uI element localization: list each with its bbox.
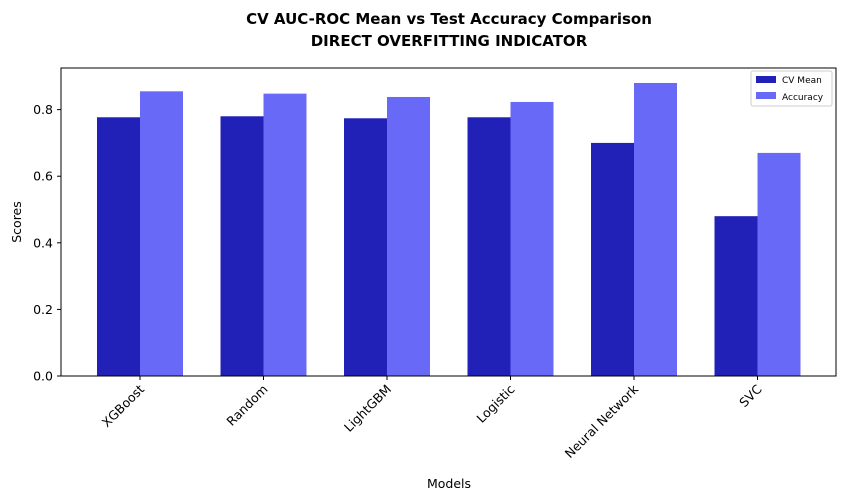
chart-subtitle: DIRECT OVERFITTING INDICATOR bbox=[311, 32, 588, 50]
x-tick-label: Random bbox=[223, 382, 270, 429]
legend-label-cv-mean: CV Mean bbox=[782, 76, 822, 86]
bar-cv-mean-0 bbox=[97, 117, 140, 376]
bar-accuracy-4 bbox=[634, 82, 677, 377]
x-ticks-group: XGBoost Random LightGBM Logistic Neural Netw… bbox=[99, 376, 765, 461]
bar-cv-mean-2 bbox=[344, 118, 387, 376]
chart-title: CV AUC-ROC Mean vs Test Accuracy Compari… bbox=[246, 10, 652, 28]
bar-cv-mean-4 bbox=[591, 142, 634, 376]
plot-frame bbox=[60, 67, 837, 377]
bar-accuracy-1 bbox=[263, 93, 307, 376]
bar-cv-mean-3 bbox=[467, 117, 511, 376]
x-axis-label: Models bbox=[427, 476, 471, 491]
x-tick-label: SVC bbox=[736, 381, 765, 410]
x-tick-label: Logistic bbox=[473, 381, 517, 425]
x-tick-label: LightGBM bbox=[341, 382, 394, 435]
x-tick-label: Neural Network bbox=[562, 381, 642, 461]
x-tick-label: XGBoost bbox=[99, 381, 148, 430]
legend: CV Mean Accuracy bbox=[750, 70, 833, 107]
y-tick-label: 0.2 bbox=[33, 302, 53, 317]
bar-accuracy-3 bbox=[510, 101, 554, 376]
y-ticks-group: 0.0 0.2 0.4 0.6 0.8 bbox=[33, 102, 61, 384]
bar-cv-mean-5 bbox=[714, 216, 758, 376]
y-tick-label: 0.6 bbox=[33, 169, 53, 184]
legend-label-accuracy: Accuracy bbox=[782, 93, 824, 103]
y-tick-label: 0.0 bbox=[33, 369, 53, 384]
bar-accuracy-2 bbox=[387, 96, 430, 376]
bars-group bbox=[97, 82, 801, 377]
bar-accuracy-5 bbox=[757, 152, 801, 376]
bar-cv-mean-1 bbox=[220, 116, 264, 377]
y-tick-label: 0.8 bbox=[33, 102, 53, 117]
y-tick-label: 0.4 bbox=[33, 235, 53, 250]
legend-swatch-cv-mean bbox=[756, 76, 776, 83]
legend-swatch-accuracy bbox=[756, 92, 776, 99]
y-axis-label: Scores bbox=[9, 201, 24, 243]
bar-accuracy-0 bbox=[140, 91, 183, 376]
